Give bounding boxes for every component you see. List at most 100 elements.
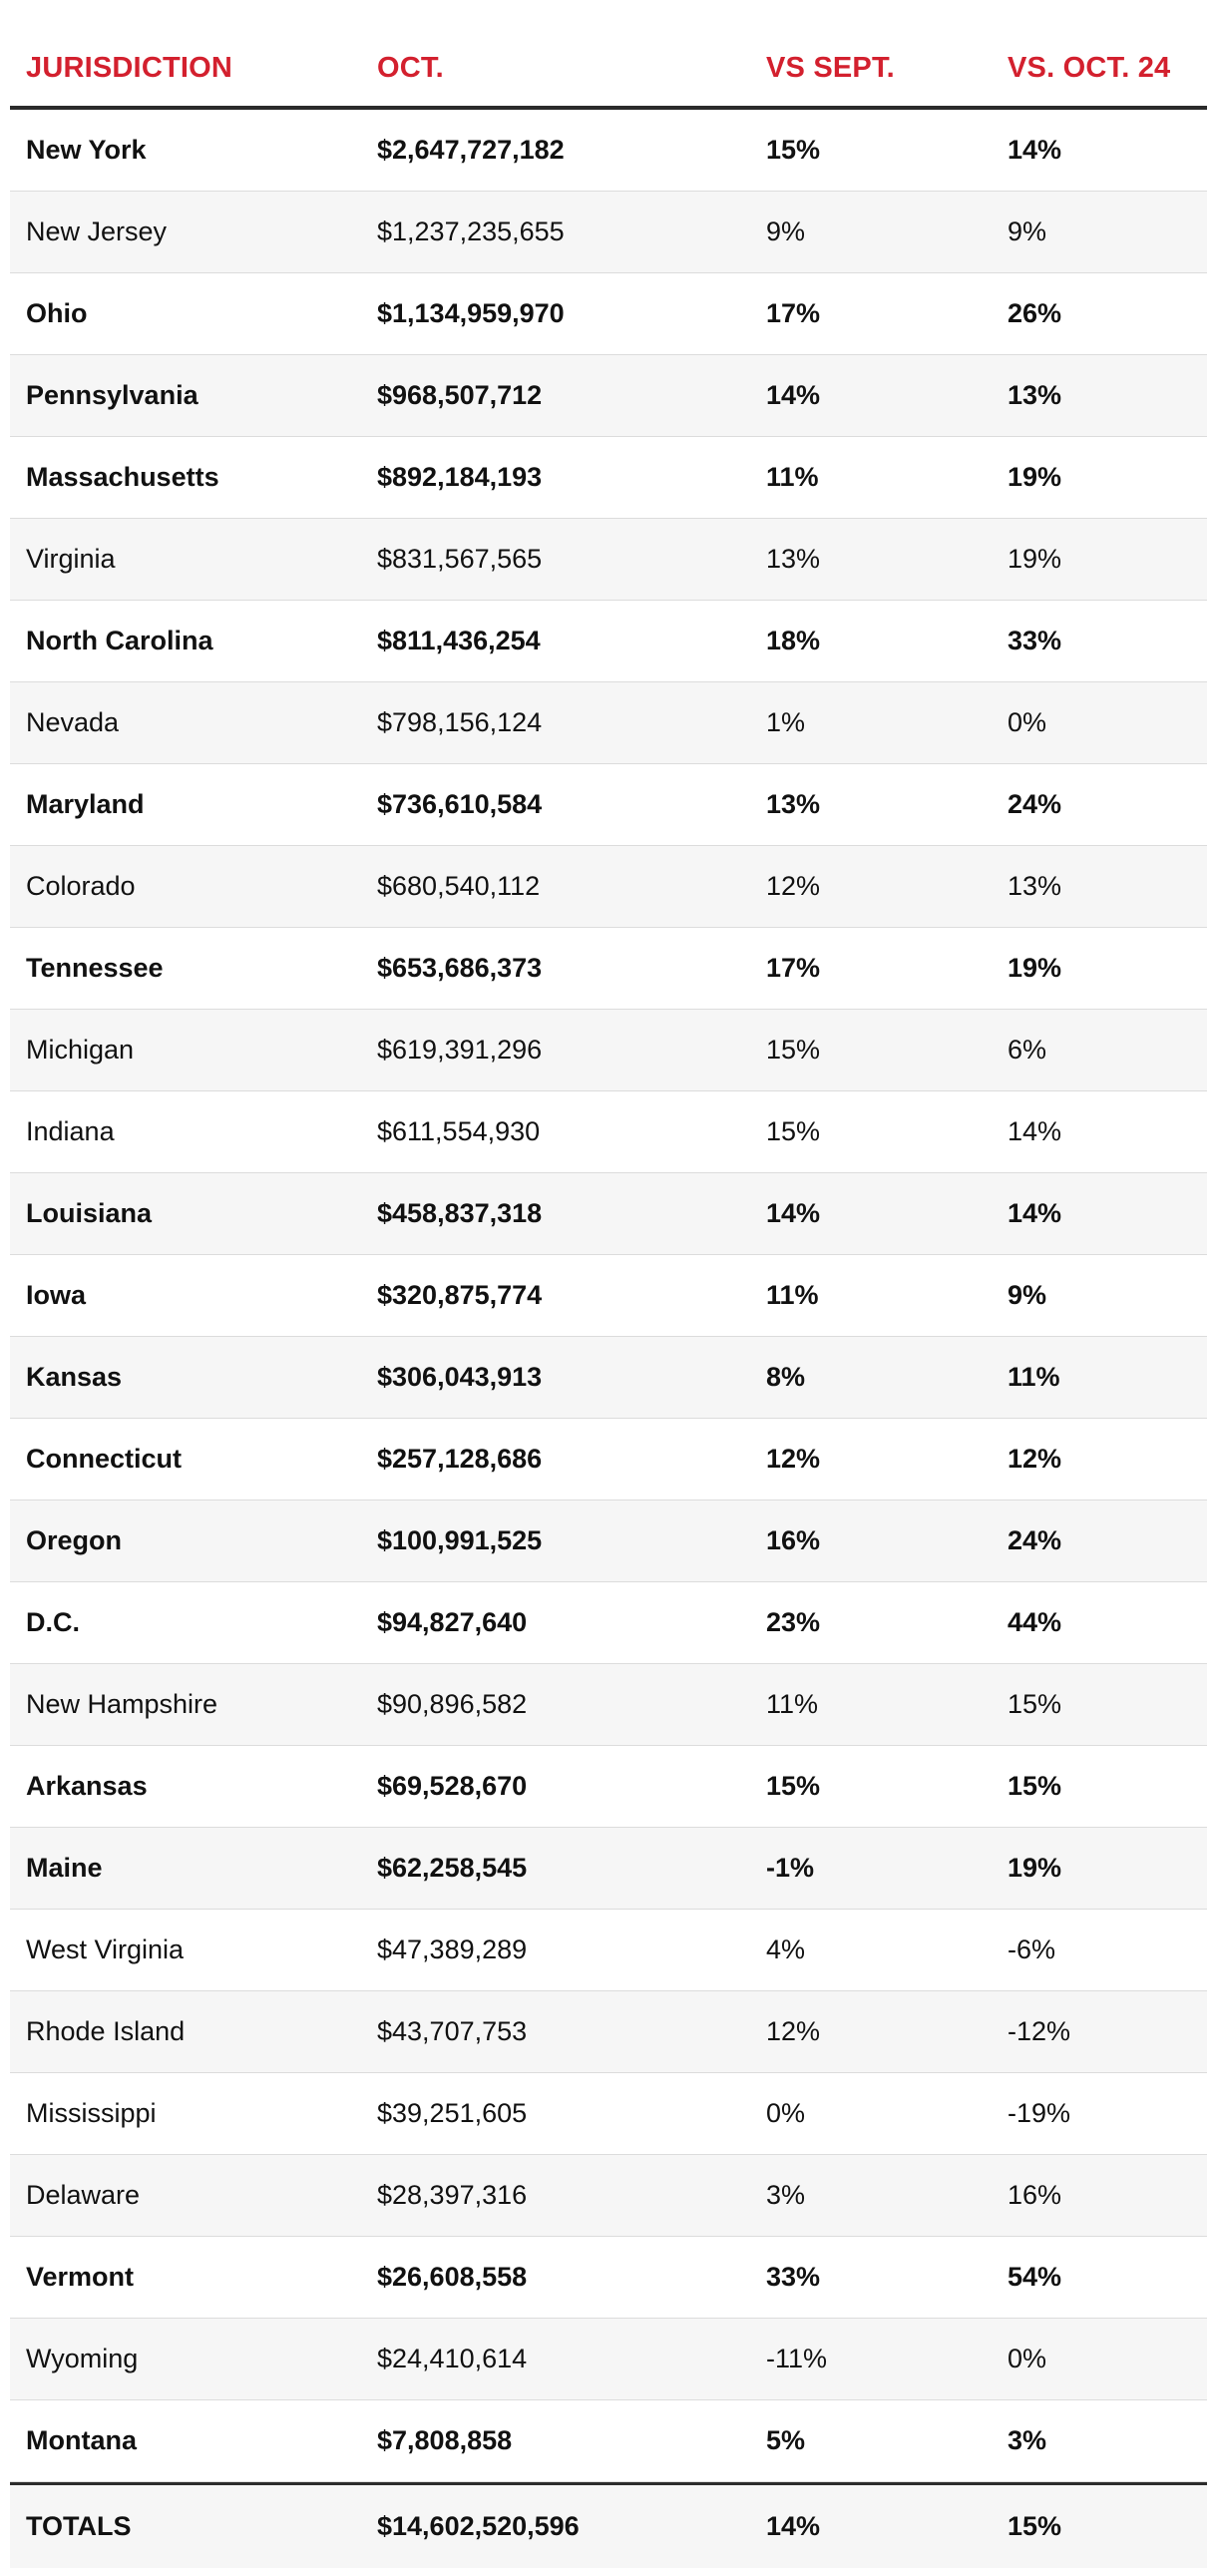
jurisdiction-cell: Massachusetts	[26, 462, 219, 492]
oct-cell: $94,827,640	[377, 1607, 528, 1637]
vs-sept-cell: 1%	[766, 707, 806, 737]
table-row: Maine $62,258,545 -1% 19%	[10, 1828, 1207, 1910]
table-row: Vermont $26,608,558 33% 54%	[10, 2237, 1207, 2319]
vs-oct-24-cell: 12%	[1008, 1444, 1062, 1474]
table-row: Arkansas $69,528,670 15% 15%	[10, 1746, 1207, 1828]
table-row: Mississippi $39,251,605 0% -19%	[10, 2073, 1207, 2155]
vs-oct-24-cell: 13%	[1008, 871, 1062, 901]
oct-cell: $1,237,235,655	[377, 216, 565, 246]
vs-oct-24-cell: 19%	[1008, 544, 1062, 574]
vs-oct-24-cell: 15%	[1008, 1689, 1062, 1719]
vs-oct-24-cell: -19%	[1008, 2098, 1071, 2128]
oct-cell: $831,567,565	[377, 544, 543, 574]
table-row: Wyoming $24,410,614 -11% 0%	[10, 2319, 1207, 2400]
vs-sept-cell: 15%	[766, 135, 821, 165]
vs-sept-cell: 18%	[766, 626, 821, 655]
table-row: Michigan $619,391,296 15% 6%	[10, 1010, 1207, 1091]
vs-sept-cell: 4%	[766, 1934, 806, 1964]
header-vs-oct-24: VS. OCT. 24	[1008, 51, 1171, 84]
oct-cell: $257,128,686	[377, 1444, 543, 1474]
vs-sept-cell: 11%	[766, 1280, 819, 1310]
vs-sept-cell: 17%	[766, 953, 821, 983]
jurisdiction-cell: Vermont	[26, 2262, 135, 2292]
oct-cell: $1,134,959,970	[377, 298, 565, 328]
jurisdiction-cell: Louisiana	[26, 1198, 153, 1228]
vs-oct-24-cell: 54%	[1008, 2262, 1062, 2292]
header-jurisdiction: JURISDICTION	[26, 51, 233, 84]
oct-cell: $90,896,582	[377, 1689, 528, 1719]
vs-sept-cell: 12%	[766, 2016, 821, 2046]
vs-oct-24-cell: 26%	[1008, 298, 1062, 328]
table-row: Tennessee $653,686,373 17% 19%	[10, 928, 1207, 1010]
vs-oct-24-cell: 3%	[1008, 2425, 1047, 2455]
jurisdiction-cell: New York	[26, 135, 147, 165]
table-row: Oregon $100,991,525 16% 24%	[10, 1501, 1207, 1582]
vs-oct-24-cell: 14%	[1008, 1198, 1062, 1228]
vs-oct-24-cell: -12%	[1008, 2016, 1071, 2046]
vs-oct-24-cell: 0%	[1008, 2344, 1047, 2373]
jurisdiction-cell: Pennsylvania	[26, 380, 199, 410]
oct-cell: $39,251,605	[377, 2098, 528, 2128]
vs-oct-24-cell: 19%	[1008, 462, 1062, 492]
jurisdiction-cell: Mississippi	[26, 2098, 157, 2128]
jurisdiction-cell: Delaware	[26, 2180, 141, 2210]
vs-oct-24-cell: 0%	[1008, 707, 1047, 737]
totals-vs-sept: 14%	[766, 2511, 821, 2541]
vs-sept-cell: 15%	[766, 1035, 821, 1065]
vs-sept-cell: 0%	[766, 2098, 806, 2128]
vs-oct-24-cell: 11%	[1008, 1362, 1060, 1392]
vs-sept-cell: 15%	[766, 1116, 821, 1146]
table-row: New York $2,647,727,182 15% 14%	[10, 110, 1207, 192]
vs-sept-cell: 17%	[766, 298, 821, 328]
oct-cell: $28,397,316	[377, 2180, 528, 2210]
table-row: West Virginia $47,389,289 4% -6%	[10, 1910, 1207, 1991]
jurisdiction-cell: Nevada	[26, 707, 120, 737]
table-row: New Jersey $1,237,235,655 9% 9%	[10, 192, 1207, 273]
jurisdiction-cell: D.C.	[26, 1607, 80, 1637]
vs-sept-cell: 12%	[766, 1444, 821, 1474]
vs-oct-24-cell: 33%	[1008, 626, 1062, 655]
oct-cell: $69,528,670	[377, 1771, 528, 1801]
oct-cell: $7,808,858	[377, 2425, 513, 2455]
oct-cell: $811,436,254	[377, 626, 541, 655]
vs-oct-24-cell: 9%	[1008, 1280, 1047, 1310]
totals-label: TOTALS	[26, 2511, 132, 2541]
vs-sept-cell: 9%	[766, 216, 806, 246]
jurisdiction-cell: Oregon	[26, 1525, 123, 1555]
vs-sept-cell: 3%	[766, 2180, 806, 2210]
vs-oct-24-cell: 16%	[1008, 2180, 1062, 2210]
table-row: Connecticut $257,128,686 12% 12%	[10, 1419, 1207, 1501]
vs-sept-cell: -1%	[766, 1853, 815, 1883]
table-row: Colorado $680,540,112 12% 13%	[10, 846, 1207, 928]
oct-cell: $798,156,124	[377, 707, 543, 737]
oct-cell: $680,540,112	[377, 871, 541, 901]
table-row: Massachusetts $892,184,193 11% 19%	[10, 437, 1207, 519]
vs-sept-cell: 5%	[766, 2425, 806, 2455]
table-row: Maryland $736,610,584 13% 24%	[10, 764, 1207, 846]
vs-oct-24-cell: 15%	[1008, 1771, 1062, 1801]
table-row: Pennsylvania $968,507,712 14% 13%	[10, 355, 1207, 437]
table-row: Montana $7,808,858 5% 3%	[10, 2400, 1207, 2482]
jurisdiction-cell: Rhode Island	[26, 2016, 186, 2046]
oct-cell: $619,391,296	[377, 1035, 543, 1065]
totals-row: TOTALS $14,602,520,596 14% 15%	[10, 2482, 1207, 2568]
vs-oct-24-cell: 24%	[1008, 1525, 1062, 1555]
vs-sept-cell: -11%	[766, 2344, 828, 2373]
vs-sept-cell: 12%	[766, 871, 821, 901]
table-row: Ohio $1,134,959,970 17% 26%	[10, 273, 1207, 355]
jurisdiction-cell: New Jersey	[26, 216, 168, 246]
vs-oct-24-cell: 14%	[1008, 135, 1062, 165]
vs-oct-24-cell: 14%	[1008, 1116, 1062, 1146]
table-row: D.C. $94,827,640 23% 44%	[10, 1582, 1207, 1664]
totals-vs-oct-24: 15%	[1008, 2511, 1062, 2541]
jurisdiction-cell: Connecticut	[26, 1444, 183, 1474]
table-header: JURISDICTION OCT. VS SEPT. VS. OCT. 24	[10, 30, 1207, 110]
vs-sept-cell: 16%	[766, 1525, 821, 1555]
oct-cell: $458,837,318	[377, 1198, 543, 1228]
oct-cell: $653,686,373	[377, 953, 543, 983]
vs-oct-24-cell: 24%	[1008, 789, 1062, 819]
vs-sept-cell: 14%	[766, 380, 821, 410]
oct-cell: $968,507,712	[377, 380, 543, 410]
jurisdiction-cell: West Virginia	[26, 1934, 185, 1964]
oct-cell: $892,184,193	[377, 462, 543, 492]
